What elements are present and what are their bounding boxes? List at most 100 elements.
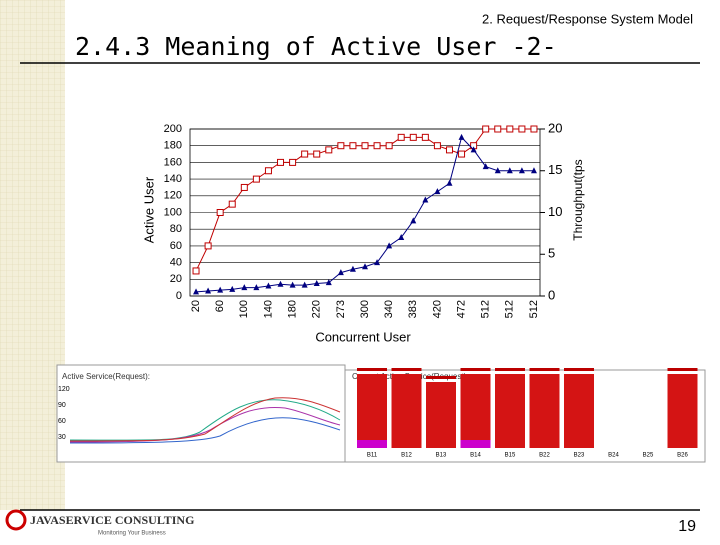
marker	[421, 133, 429, 141]
y-tick-label: 140	[164, 173, 182, 185]
marker	[518, 167, 525, 174]
x-tick-label: 512	[528, 300, 540, 318]
y-tick-label: 0	[176, 290, 182, 302]
x-tick-label: 420	[431, 300, 443, 318]
shot-tick: 120	[58, 386, 70, 393]
shot-bar	[564, 374, 594, 448]
marker	[445, 146, 453, 154]
marker	[482, 163, 489, 170]
marker	[482, 125, 490, 133]
y-tick-label: 180	[164, 140, 182, 152]
x-tick-label: 340	[383, 300, 395, 318]
marker	[240, 183, 248, 191]
plot-frame	[189, 128, 541, 297]
x-tick-label: 512	[504, 300, 516, 318]
left-panel-title: Active Service(Request):	[62, 372, 150, 381]
y-tick-label: 20	[170, 273, 182, 285]
shot-bar-label: B11	[367, 453, 378, 459]
shot-bar-cap	[667, 368, 698, 371]
marker	[506, 167, 513, 174]
marker	[422, 196, 429, 203]
shot-bar-label: B12	[401, 453, 412, 459]
side-stripe	[0, 0, 65, 510]
shot-bar-label: B13	[436, 453, 447, 459]
marker	[205, 287, 212, 294]
shot-bar-cap	[460, 368, 491, 371]
shot-bar-cap	[426, 376, 456, 379]
marker	[386, 242, 393, 249]
marker	[494, 167, 501, 174]
shot-bar-part	[460, 440, 491, 448]
y-tick-label: 160	[164, 156, 182, 168]
left-panel	[56, 364, 346, 463]
marker	[277, 280, 284, 287]
marker	[518, 125, 526, 133]
shot-bar	[495, 374, 525, 448]
shot-bar	[667, 374, 698, 448]
x-axis-label: Concurrent User	[315, 329, 411, 344]
shot-bar-label: B26	[677, 453, 688, 459]
marker	[253, 284, 260, 291]
header: 2. Request/Response System Model	[482, 11, 693, 26]
logo	[5, 509, 27, 531]
marker	[361, 142, 369, 150]
marker	[530, 167, 537, 174]
shot-bar	[460, 374, 491, 448]
marker	[229, 285, 236, 292]
marker	[374, 259, 381, 266]
y-tick-label: 40	[170, 257, 182, 269]
series-line	[195, 128, 534, 272]
x-tick-label: 472	[455, 300, 467, 318]
marker	[434, 188, 441, 195]
marker	[313, 279, 320, 286]
shot-bar-cap	[495, 368, 525, 371]
marker	[217, 286, 224, 293]
marker	[410, 217, 417, 224]
x-tick-label: 100	[238, 300, 250, 318]
shot-bar-label: B22	[539, 453, 550, 459]
y2-tick-label: 0	[548, 287, 555, 302]
shot-bar-label: B23	[574, 453, 585, 459]
brand: JAVASERVICE CONSULTING	[30, 513, 194, 527]
y2-axis-label: Throughput(tps	[571, 159, 585, 240]
x-tick-label: 20	[190, 300, 202, 312]
y-tick-label: 100	[164, 206, 182, 218]
marker	[409, 133, 417, 141]
marker	[397, 133, 405, 141]
marker	[325, 146, 333, 154]
x-tick-label: 140	[262, 300, 274, 318]
marker	[337, 269, 344, 276]
y2-tick-label: 15	[548, 162, 562, 177]
marker	[458, 150, 466, 158]
x-tick-label: 512	[480, 300, 492, 318]
tagline: Monitoring Your Business	[98, 531, 166, 537]
shot-bar	[357, 374, 387, 448]
x-tick-label: 180	[286, 300, 298, 318]
y2-tick-label: 5	[548, 246, 555, 261]
marker	[458, 133, 465, 140]
shot-bar-label: B25	[643, 453, 654, 459]
shot-tick: 90	[58, 402, 66, 409]
marker	[373, 142, 381, 150]
shot-bar-part	[357, 440, 387, 448]
marker	[264, 167, 272, 175]
y-tick-label: 120	[164, 190, 182, 202]
marker	[325, 279, 332, 286]
marker	[362, 263, 368, 270]
x-tick-label: 220	[311, 300, 323, 318]
page-number: 19	[678, 518, 696, 535]
y2-tick-label: 20	[548, 120, 562, 135]
x-tick-label: 60	[214, 300, 226, 312]
y-tick-label: 200	[164, 123, 182, 135]
shot-bar-cap	[391, 368, 422, 371]
x-tick-label: 383	[407, 300, 419, 318]
marker	[530, 125, 538, 133]
marker	[192, 267, 200, 275]
marker	[241, 284, 248, 291]
marker	[349, 142, 357, 150]
shot-bar	[391, 374, 422, 448]
marker	[433, 142, 441, 150]
shot-tick: 60	[58, 418, 66, 425]
marker	[301, 281, 308, 288]
